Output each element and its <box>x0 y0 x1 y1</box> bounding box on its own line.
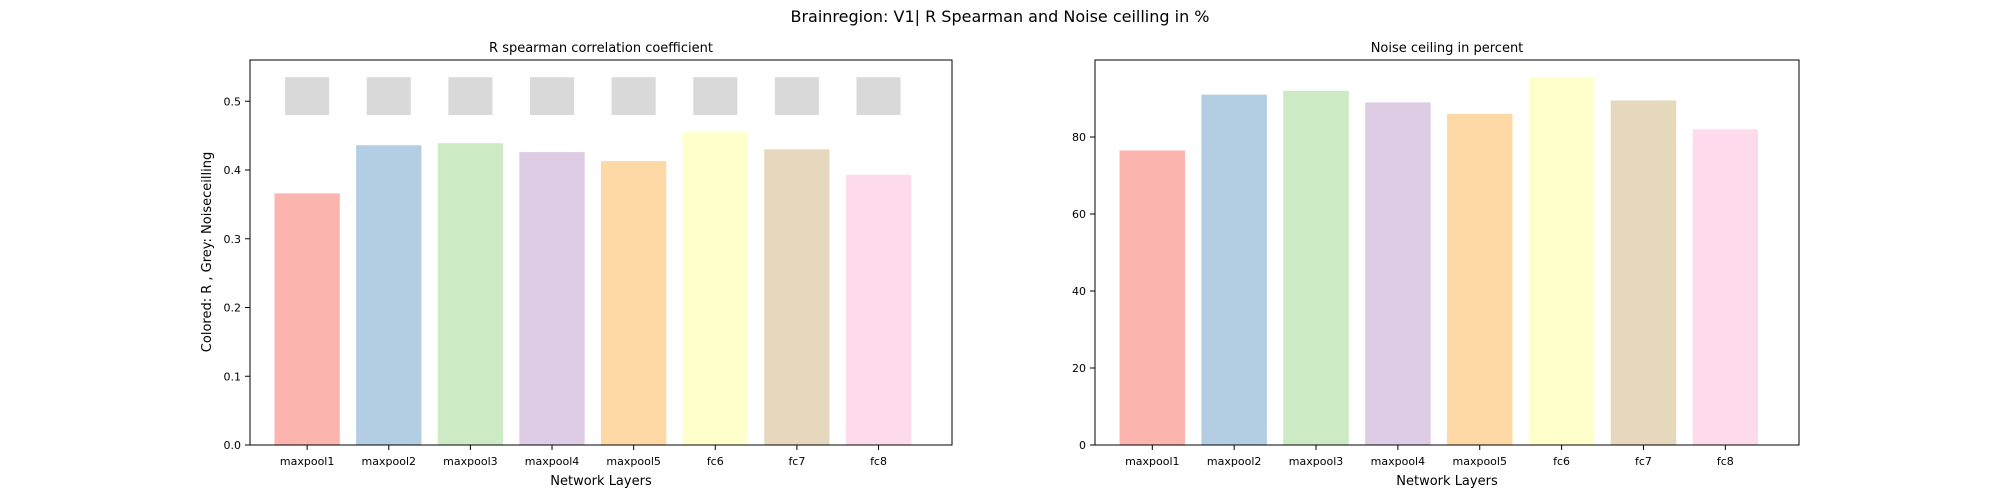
noise-ceiling-bar-maxpool3 <box>1283 90 1349 446</box>
r-spearman-noise-ceiling-box-fc8 <box>856 77 901 115</box>
r-spearman-noise-ceiling-box-maxpool1 <box>285 77 330 115</box>
noise-ceiling-bar-maxpool4 <box>1365 102 1431 445</box>
noise-ceiling-x-tick-label: maxpool5 <box>1453 455 1507 468</box>
r-spearman-y-tick-label: 0.5 <box>224 95 242 108</box>
noise-ceiling-x-axis-label: Network Layers <box>1396 474 1498 489</box>
r-spearman-x-tick-label: fc8 <box>870 455 887 468</box>
noise-ceiling-y-tick-label: 40 <box>1072 285 1086 298</box>
r-spearman-bar-fc7 <box>764 149 830 445</box>
r-spearman-plot-frame <box>249 59 953 446</box>
r-spearman-x-tick-label: maxpool4 <box>525 455 579 468</box>
r-spearman-y-tick-label: 0.1 <box>224 370 242 383</box>
r-spearman-bar-fc6 <box>682 132 748 445</box>
r-spearman-x-axis-label: Network Layers <box>550 474 652 489</box>
r-spearman-y-tick-label: 0.4 <box>224 164 242 177</box>
noise-ceiling-x-tick-label: fc6 <box>1553 455 1570 468</box>
r-spearman-bar-maxpool3 <box>437 143 504 445</box>
noise-ceiling-y-tick-label: 80 <box>1072 131 1086 144</box>
r-spearman-x-tick-label: maxpool5 <box>606 455 660 468</box>
r-spearman-y-tick-label: 0.0 <box>224 439 242 452</box>
r-spearman-bar-fc8 <box>845 174 912 445</box>
noise-ceiling-x-tick-label: maxpool3 <box>1289 455 1343 468</box>
r-spearman-bar-maxpool5 <box>601 161 667 445</box>
r-spearman-noise-ceiling-box-fc6 <box>693 77 738 115</box>
noise-ceiling-bar-maxpool1 <box>1119 150 1186 445</box>
noise-ceiling-chart-title: Noise ceiling in percent <box>1371 41 1524 56</box>
r-spearman-noise-ceiling-box-fc7 <box>774 77 819 115</box>
figure-title: Brainregion: V1| R Spearman and Noise ce… <box>790 7 1209 26</box>
r-spearman-noise-ceiling-box-maxpool3 <box>448 77 493 115</box>
r-spearman-noise-ceiling-box-maxpool5 <box>611 77 656 115</box>
noise-ceiling-x-ticks: maxpool1 maxpool2 maxpool3 maxpool4 maxpool5… <box>1125 445 1734 468</box>
noise-ceiling-chart: Noise ceiling in percent Network Layers … <box>1072 41 1800 489</box>
r-spearman-x-tick-label: maxpool3 <box>443 455 497 468</box>
noise-ceiling-x-tick-label: fc7 <box>1635 455 1652 468</box>
r-spearman-x-tick-label: maxpool2 <box>362 455 416 468</box>
r-spearman-y-axis-label: Colored: R , Grey: Noiseceilling <box>200 152 215 352</box>
noise-ceiling-x-tick-label: fc8 <box>1717 455 1734 468</box>
noise-ceiling-bars <box>1119 77 1759 446</box>
noise-ceiling-bar-fc6 <box>1528 77 1595 445</box>
noise-ceiling-x-tick-label: maxpool2 <box>1207 455 1261 468</box>
r-spearman-bar-maxpool2 <box>356 145 422 445</box>
r-spearman-bar-maxpool1 <box>274 193 340 445</box>
noise-ceiling-bar-maxpool2 <box>1201 94 1267 446</box>
noise-ceiling-bar-maxpool5 <box>1447 113 1513 446</box>
r-spearman-noise-ceiling-box-maxpool4 <box>529 77 575 115</box>
r-spearman-bars <box>274 77 912 445</box>
r-spearman-y-ticks: 0.0 0.1 0.2 0.3 0.4 0.5 <box>224 95 250 452</box>
noise-ceiling-x-tick-label: maxpool1 <box>1125 455 1179 468</box>
noise-ceiling-bar-fc8 <box>1692 129 1759 446</box>
r-spearman-y-tick-label: 0.2 <box>224 302 242 315</box>
r-spearman-x-ticks: maxpool1 maxpool2 maxpool3 maxpool4 maxpool5… <box>280 445 887 468</box>
r-spearman-chart-title: R spearman correlation coefficient <box>489 41 713 56</box>
r-spearman-x-tick-label: fc6 <box>707 455 724 468</box>
noise-ceiling-x-tick-label: maxpool4 <box>1371 455 1425 468</box>
noise-ceiling-plot-frame <box>1094 59 1800 446</box>
r-spearman-x-tick-label: maxpool1 <box>280 455 334 468</box>
noise-ceiling-y-ticks: 0 20 40 60 80 <box>1072 131 1095 452</box>
r-spearman-x-tick-label: fc7 <box>788 455 805 468</box>
r-spearman-bar-maxpool4 <box>519 152 585 445</box>
noise-ceiling-bar-fc7 <box>1610 100 1677 446</box>
noise-ceiling-y-tick-label: 60 <box>1072 208 1086 221</box>
r-spearman-chart: R spearman correlation coefficient Netwo… <box>200 41 953 489</box>
noise-ceiling-y-tick-label: 0 <box>1079 439 1086 452</box>
r-spearman-y-tick-label: 0.3 <box>224 233 242 246</box>
r-spearman-noise-ceiling-box-maxpool2 <box>366 77 411 115</box>
noise-ceiling-y-tick-label: 20 <box>1072 362 1086 375</box>
